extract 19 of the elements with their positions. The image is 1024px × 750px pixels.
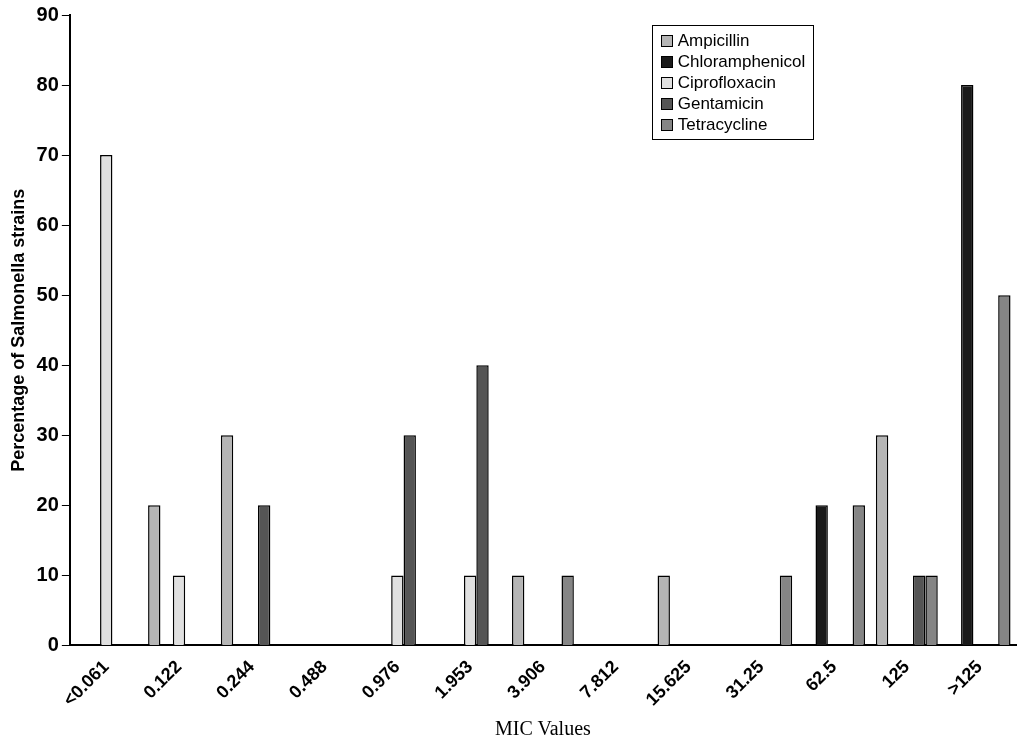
y-tick-label: 10 [36, 562, 59, 585]
legend-label: Chloramphenicol [677, 51, 806, 72]
x-tick-label: 125 [877, 656, 914, 692]
y-tick-label: 20 [36, 492, 59, 515]
y-tick-label: 0 [47, 632, 59, 655]
legend-label: Ampicillin [677, 30, 750, 51]
y-tick-label: 70 [36, 142, 59, 165]
y-tick-label: 60 [36, 212, 59, 235]
legend-label: Gentamicin [677, 93, 764, 114]
x-tick-label: 62.5 [801, 656, 841, 696]
y-tick-label: 40 [36, 352, 59, 375]
y-tick-label: 30 [36, 422, 59, 445]
x-axis-title: MIC Values [495, 717, 592, 740]
legend-label: Tetracycline [677, 114, 768, 135]
y-tick-label: 50 [36, 282, 59, 305]
y-tick-label: 80 [36, 72, 59, 95]
y-axis-title: Percentage of Salmonella strains [7, 188, 28, 472]
y-tick-label: 90 [36, 2, 59, 25]
legend-label: Ciprofloxacin [677, 72, 776, 93]
